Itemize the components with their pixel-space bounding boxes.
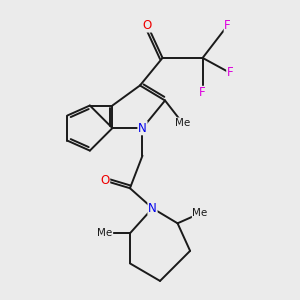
Text: N: N [148,202,157,215]
Text: F: F [224,19,231,32]
Text: F: F [199,86,206,100]
Text: O: O [143,19,152,32]
Text: Me: Me [193,208,208,218]
Text: N: N [138,122,147,135]
Text: O: O [100,174,110,187]
Text: Me: Me [175,118,190,128]
Text: F: F [227,66,233,80]
Text: Me: Me [97,228,112,238]
